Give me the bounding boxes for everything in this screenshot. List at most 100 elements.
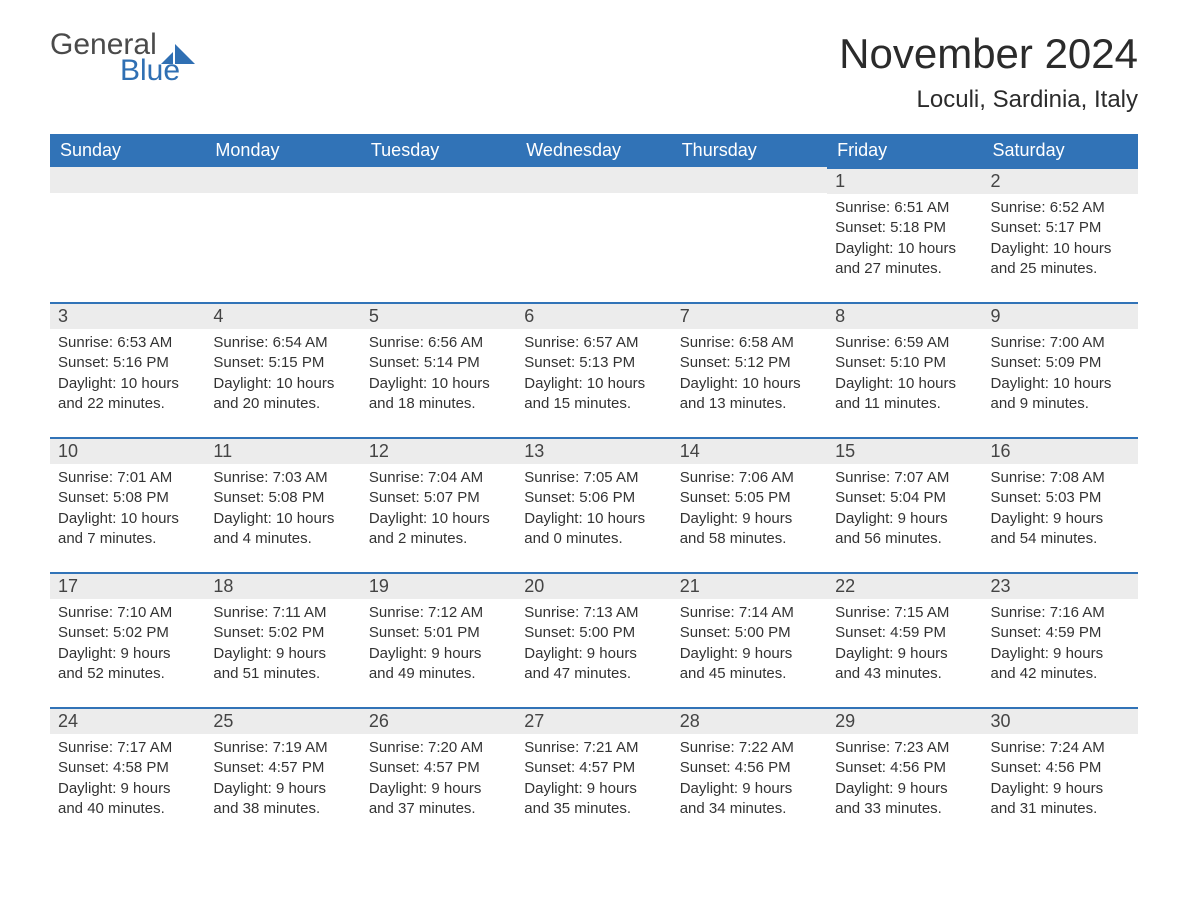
empty-day-number [516, 167, 671, 193]
daylight-text-line1: Daylight: 9 hours [524, 779, 663, 799]
day-body: Sunrise: 7:10 AMSunset: 5:02 PMDaylight:… [50, 599, 205, 692]
day-body: Sunrise: 6:58 AMSunset: 5:12 PMDaylight:… [672, 329, 827, 422]
day-body: Sunrise: 7:13 AMSunset: 5:00 PMDaylight:… [516, 599, 671, 692]
calendar-cell: 9Sunrise: 7:00 AMSunset: 5:09 PMDaylight… [983, 302, 1138, 437]
calendar-cell [50, 167, 205, 302]
sunset-text: Sunset: 5:07 PM [369, 488, 508, 508]
day-number: 23 [983, 572, 1138, 599]
sunset-text: Sunset: 5:03 PM [991, 488, 1130, 508]
sunrise-text: Sunrise: 7:07 AM [835, 468, 974, 488]
daylight-text-line2: and 11 minutes. [835, 394, 974, 414]
sunset-text: Sunset: 4:59 PM [835, 623, 974, 643]
sunrise-text: Sunrise: 7:00 AM [991, 333, 1130, 353]
day-body: Sunrise: 6:54 AMSunset: 5:15 PMDaylight:… [205, 329, 360, 422]
daylight-text-line1: Daylight: 9 hours [369, 779, 508, 799]
day-number: 1 [827, 167, 982, 194]
sunset-text: Sunset: 5:06 PM [524, 488, 663, 508]
sunrise-text: Sunrise: 7:14 AM [680, 603, 819, 623]
sunset-text: Sunset: 4:57 PM [213, 758, 352, 778]
daylight-text-line2: and 25 minutes. [991, 259, 1130, 279]
sunrise-text: Sunrise: 6:52 AM [991, 198, 1130, 218]
sunrise-text: Sunrise: 7:20 AM [369, 738, 508, 758]
calendar-cell: 21Sunrise: 7:14 AMSunset: 5:00 PMDayligh… [672, 572, 827, 707]
sunrise-text: Sunrise: 7:05 AM [524, 468, 663, 488]
daylight-text-line2: and 58 minutes. [680, 529, 819, 549]
daylight-text-line2: and 43 minutes. [835, 664, 974, 684]
day-body: Sunrise: 7:00 AMSunset: 5:09 PMDaylight:… [983, 329, 1138, 422]
day-body: Sunrise: 7:22 AMSunset: 4:56 PMDaylight:… [672, 734, 827, 827]
sunrise-text: Sunrise: 7:03 AM [213, 468, 352, 488]
day-body: Sunrise: 7:05 AMSunset: 5:06 PMDaylight:… [516, 464, 671, 557]
day-number: 12 [361, 437, 516, 464]
calendar-cell: 30Sunrise: 7:24 AMSunset: 4:56 PMDayligh… [983, 707, 1138, 842]
day-body: Sunrise: 6:59 AMSunset: 5:10 PMDaylight:… [827, 329, 982, 422]
daylight-text-line1: Daylight: 9 hours [835, 644, 974, 664]
daylight-text-line2: and 20 minutes. [213, 394, 352, 414]
day-number: 29 [827, 707, 982, 734]
calendar-cell [516, 167, 671, 302]
day-body: Sunrise: 7:04 AMSunset: 5:07 PMDaylight:… [361, 464, 516, 557]
daylight-text-line1: Daylight: 9 hours [680, 779, 819, 799]
daylight-text-line2: and 7 minutes. [58, 529, 197, 549]
daylight-text-line1: Daylight: 10 hours [991, 239, 1130, 259]
day-body: Sunrise: 7:03 AMSunset: 5:08 PMDaylight:… [205, 464, 360, 557]
daylight-text-line1: Daylight: 10 hours [58, 374, 197, 394]
sunset-text: Sunset: 5:04 PM [835, 488, 974, 508]
calendar-cell: 22Sunrise: 7:15 AMSunset: 4:59 PMDayligh… [827, 572, 982, 707]
sunrise-text: Sunrise: 7:23 AM [835, 738, 974, 758]
sunset-text: Sunset: 4:57 PM [369, 758, 508, 778]
sunset-text: Sunset: 5:10 PM [835, 353, 974, 373]
daylight-text-line1: Daylight: 9 hours [835, 779, 974, 799]
sunrise-text: Sunrise: 6:53 AM [58, 333, 197, 353]
calendar-cell: 19Sunrise: 7:12 AMSunset: 5:01 PMDayligh… [361, 572, 516, 707]
calendar-cell: 25Sunrise: 7:19 AMSunset: 4:57 PMDayligh… [205, 707, 360, 842]
sunrise-text: Sunrise: 7:04 AM [369, 468, 508, 488]
sunset-text: Sunset: 4:57 PM [524, 758, 663, 778]
daylight-text-line2: and 38 minutes. [213, 799, 352, 819]
logo: General Blue [50, 30, 195, 86]
empty-day-number [361, 167, 516, 193]
calendar-cell: 14Sunrise: 7:06 AMSunset: 5:05 PMDayligh… [672, 437, 827, 572]
weekday-thursday: Thursday [672, 134, 827, 167]
sunset-text: Sunset: 5:15 PM [213, 353, 352, 373]
day-number: 27 [516, 707, 671, 734]
daylight-text-line2: and 49 minutes. [369, 664, 508, 684]
sunrise-text: Sunrise: 7:01 AM [58, 468, 197, 488]
calendar-cell: 8Sunrise: 6:59 AMSunset: 5:10 PMDaylight… [827, 302, 982, 437]
sunset-text: Sunset: 5:08 PM [58, 488, 197, 508]
day-body: Sunrise: 7:19 AMSunset: 4:57 PMDaylight:… [205, 734, 360, 827]
day-number: 5 [361, 302, 516, 329]
day-number: 2 [983, 167, 1138, 194]
location-label: Loculi, Sardinia, Italy [839, 86, 1138, 114]
calendar-cell: 17Sunrise: 7:10 AMSunset: 5:02 PMDayligh… [50, 572, 205, 707]
sunrise-text: Sunrise: 7:16 AM [991, 603, 1130, 623]
day-body: Sunrise: 6:52 AMSunset: 5:17 PMDaylight:… [983, 194, 1138, 287]
sunset-text: Sunset: 5:02 PM [213, 623, 352, 643]
calendar-cell [672, 167, 827, 302]
sunset-text: Sunset: 4:56 PM [991, 758, 1130, 778]
day-body: Sunrise: 6:56 AMSunset: 5:14 PMDaylight:… [361, 329, 516, 422]
weekday-friday: Friday [827, 134, 982, 167]
day-number: 6 [516, 302, 671, 329]
day-number: 4 [205, 302, 360, 329]
sunset-text: Sunset: 5:00 PM [524, 623, 663, 643]
day-number: 24 [50, 707, 205, 734]
calendar-cell: 12Sunrise: 7:04 AMSunset: 5:07 PMDayligh… [361, 437, 516, 572]
daylight-text-line2: and 37 minutes. [369, 799, 508, 819]
daylight-text-line2: and 34 minutes. [680, 799, 819, 819]
sunset-text: Sunset: 5:13 PM [524, 353, 663, 373]
daylight-text-line1: Daylight: 10 hours [524, 374, 663, 394]
month-title: November 2024 [839, 30, 1138, 78]
day-number: 25 [205, 707, 360, 734]
day-body: Sunrise: 7:15 AMSunset: 4:59 PMDaylight:… [827, 599, 982, 692]
daylight-text-line1: Daylight: 10 hours [991, 374, 1130, 394]
sunrise-text: Sunrise: 7:17 AM [58, 738, 197, 758]
day-number: 22 [827, 572, 982, 599]
calendar-cell: 3Sunrise: 6:53 AMSunset: 5:16 PMDaylight… [50, 302, 205, 437]
calendar-cell: 4Sunrise: 6:54 AMSunset: 5:15 PMDaylight… [205, 302, 360, 437]
sunrise-text: Sunrise: 7:24 AM [991, 738, 1130, 758]
daylight-text-line1: Daylight: 9 hours [524, 644, 663, 664]
day-body: Sunrise: 7:20 AMSunset: 4:57 PMDaylight:… [361, 734, 516, 827]
day-number: 14 [672, 437, 827, 464]
calendar-cell: 28Sunrise: 7:22 AMSunset: 4:56 PMDayligh… [672, 707, 827, 842]
